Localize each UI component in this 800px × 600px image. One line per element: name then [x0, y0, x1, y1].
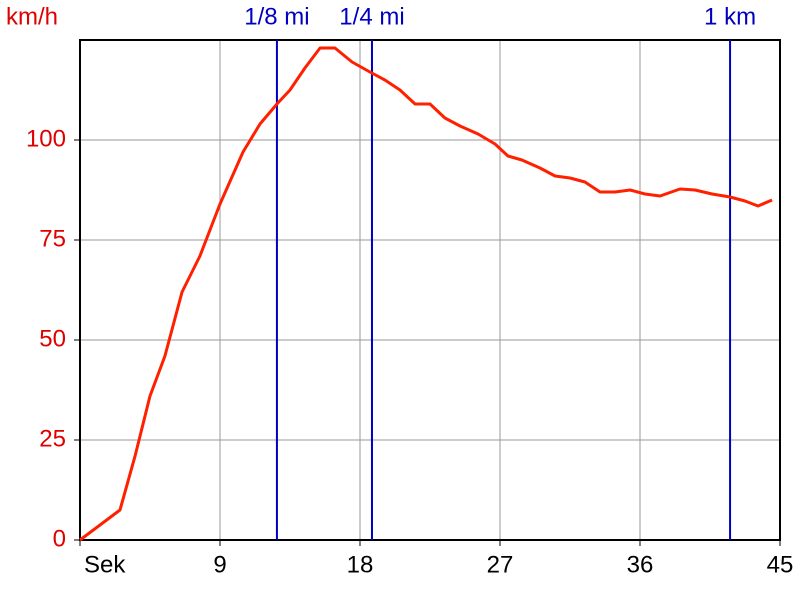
x-tick-label: 36 — [627, 551, 654, 578]
x-tick-label: 18 — [347, 551, 374, 578]
x-tick-label: Sek — [84, 551, 126, 578]
x-tick-label: 9 — [213, 551, 226, 578]
distance-label: 1/4 mi — [339, 3, 404, 30]
x-tick-label: 27 — [487, 551, 514, 578]
speed-line — [79, 46, 773, 542]
y-axis-label: km/h — [6, 3, 58, 30]
y-tick-label: 25 — [39, 425, 66, 452]
y-tick-label: 100 — [26, 125, 66, 152]
y-tick-label: 0 — [53, 525, 66, 552]
distance-label: 1/8 mi — [244, 3, 309, 30]
plot-frame — [79, 39, 781, 541]
distance-label: 1 km — [704, 3, 756, 30]
y-tick-label: 50 — [39, 325, 66, 352]
y-tick-label: 75 — [39, 225, 66, 252]
x-tick-label: 45 — [767, 551, 794, 578]
